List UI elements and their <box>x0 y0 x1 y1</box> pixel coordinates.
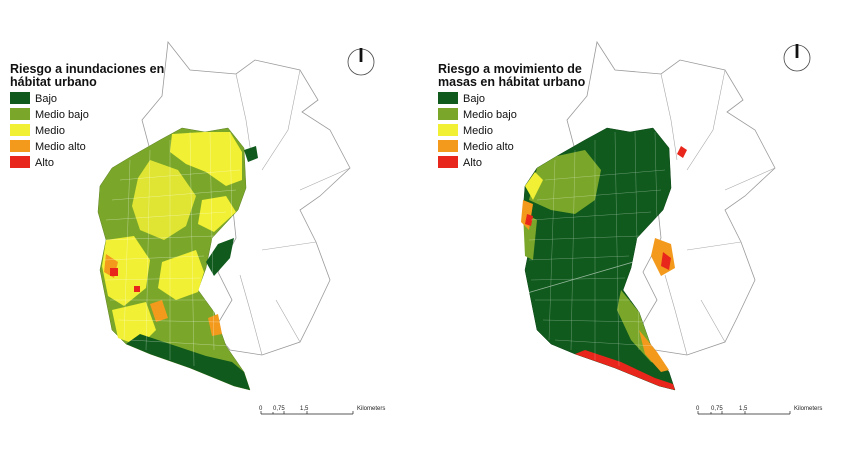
scale-tick-1: 0,75 <box>273 406 285 412</box>
risk-zone-medio <box>525 172 543 200</box>
risk-zone-bajo <box>126 334 250 390</box>
internal-boundary <box>660 69 776 356</box>
risk-zone-medio <box>132 160 196 240</box>
risk-zone-medio-bajo <box>617 290 665 366</box>
mass-movement-risk-map: Riesgo a movimiento de masas en hábitat … <box>438 40 822 415</box>
legend-label-alto: Alto <box>463 157 482 169</box>
legend-title-line1: Riesgo a movimiento de <box>438 62 582 76</box>
legend-swatch-medio-alto <box>10 140 30 152</box>
risk-zone-medio-bajo <box>529 150 601 214</box>
risk-zone-alto <box>575 350 675 390</box>
legend-label-medio: Medio <box>463 125 493 137</box>
legend-swatch-medio-bajo <box>438 108 458 120</box>
legend-label-medio-alto: Medio alto <box>463 141 514 153</box>
flood-risk-map: Riesgo a inundaciones en hábitat urbano … <box>10 40 385 415</box>
risk-zone-medio-alto <box>150 300 168 322</box>
legend-swatch-alto <box>10 156 30 168</box>
scale-tick-1: 0,75 <box>711 406 723 412</box>
legend-swatch-medio <box>10 124 30 136</box>
risk-zone-bajo <box>206 238 234 276</box>
legend-swatch-bajo <box>438 92 458 104</box>
risk-zone-bajo <box>244 146 258 162</box>
legend-label-bajo: Bajo <box>35 93 57 105</box>
scale-bar: 0 0,75 1,5 Kilometers <box>696 406 822 415</box>
legend-title-line1: Riesgo a inundaciones en <box>10 62 164 76</box>
north-arrow-icon <box>347 48 375 76</box>
mass-movement-risk-map-panel: Riesgo a movimiento de masas en hábitat … <box>425 0 850 456</box>
scale-unit: Kilometers <box>794 406 822 412</box>
legend-title-line2: hábitat urbano <box>10 75 97 89</box>
scale-tick-2: 1,5 <box>300 406 309 412</box>
north-arrow-icon <box>783 44 811 72</box>
scale-tick-0: 0 <box>259 406 263 412</box>
scale-unit: Kilometers <box>357 406 385 412</box>
internal-boundary <box>235 69 351 356</box>
risk-zone-medio <box>198 196 236 232</box>
legend-swatch-alto <box>438 156 458 168</box>
risk-zone-alto <box>661 252 671 270</box>
legend-label-medio-bajo: Medio bajo <box>463 109 517 121</box>
risk-zone-alto <box>677 146 687 158</box>
legend-swatch-medio-bajo <box>10 108 30 120</box>
risk-zone-medio <box>112 302 156 346</box>
legend-label-medio: Medio <box>35 125 65 137</box>
legend-swatch-bajo <box>10 92 30 104</box>
legend-label-medio-alto: Medio alto <box>35 141 86 153</box>
legend-label-medio-bajo: Medio bajo <box>35 109 89 121</box>
flood-risk-map-panel: Riesgo a inundaciones en hábitat urbano … <box>10 40 385 415</box>
scale-tick-0: 0 <box>696 406 700 412</box>
legend-swatch-medio <box>438 124 458 136</box>
legend-label-alto: Alto <box>35 157 54 169</box>
risk-zone-medio <box>170 132 242 186</box>
scale-bar: 0 0,75 1,5 Kilometers <box>259 406 385 415</box>
risk-zone-medio-alto <box>208 314 222 336</box>
legend-swatch-medio-alto <box>438 140 458 152</box>
risk-zone-medio-alto <box>639 330 669 372</box>
risk-zone-alto <box>525 214 533 226</box>
street-grid <box>516 131 666 367</box>
risk-zone-alto <box>110 268 118 276</box>
street-grid <box>103 131 241 367</box>
legend: Riesgo a movimiento de masas en hábitat … <box>438 62 586 169</box>
risk-zone-alto <box>134 286 140 292</box>
legend-label-bajo: Bajo <box>463 93 485 105</box>
scale-tick-2: 1,5 <box>739 406 748 412</box>
legend-title-line2: masas en hábitat urbano <box>438 75 586 89</box>
legend: Riesgo a inundaciones en hábitat urbano … <box>10 62 164 169</box>
